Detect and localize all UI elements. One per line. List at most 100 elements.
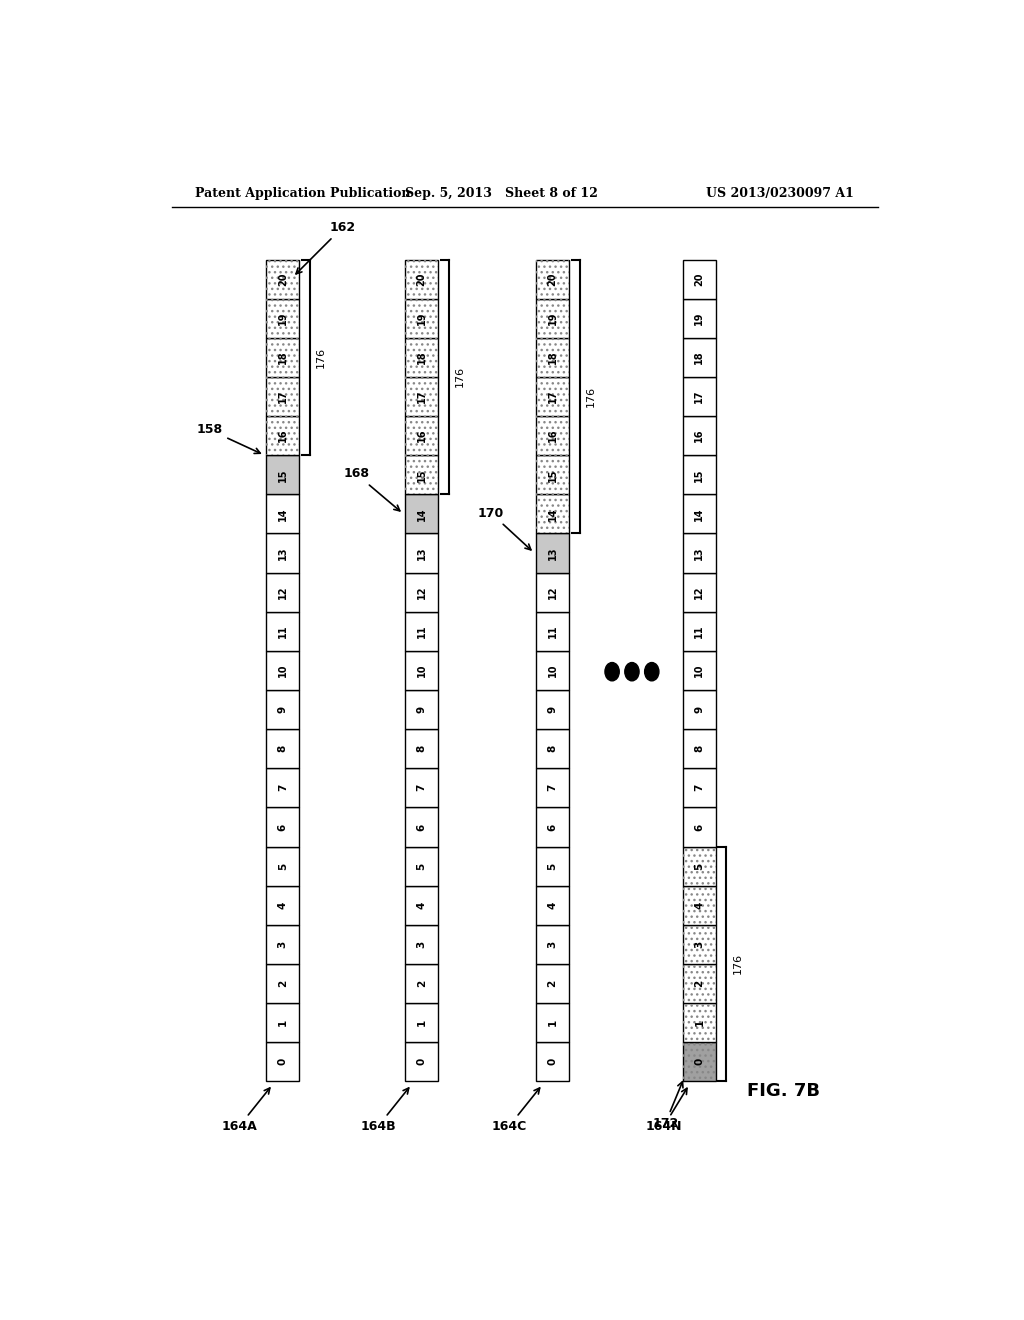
Text: 0: 0 [278, 1059, 288, 1065]
Text: 5: 5 [694, 862, 705, 870]
Bar [536, 808, 569, 846]
Bar [266, 925, 299, 964]
Bar [404, 455, 438, 494]
Text: 176: 176 [315, 347, 326, 368]
Bar [536, 611, 569, 651]
Bar [683, 494, 716, 533]
Text: 7: 7 [694, 784, 705, 792]
Text: 13: 13 [278, 546, 288, 560]
Text: 10: 10 [278, 664, 288, 677]
Text: 4: 4 [417, 902, 427, 909]
Text: 18: 18 [694, 351, 705, 364]
Text: 12: 12 [417, 585, 427, 599]
Bar [404, 378, 438, 416]
Text: 15: 15 [694, 469, 705, 482]
Text: 20: 20 [548, 272, 558, 286]
Text: 17: 17 [694, 389, 705, 403]
Text: 176: 176 [732, 953, 742, 974]
Text: 1: 1 [694, 1019, 705, 1026]
Bar [266, 494, 299, 533]
Text: 3: 3 [417, 941, 427, 948]
Text: 176: 176 [586, 385, 596, 407]
Bar [683, 1003, 716, 1043]
Text: 5: 5 [548, 862, 558, 870]
Bar [536, 886, 569, 925]
Text: 14: 14 [278, 507, 288, 520]
Text: 10: 10 [417, 664, 427, 677]
Bar [266, 690, 299, 729]
Bar [404, 416, 438, 455]
Bar [266, 338, 299, 378]
Bar [683, 416, 716, 455]
Bar [536, 338, 569, 378]
Bar [266, 1003, 299, 1043]
Text: 16: 16 [548, 429, 558, 442]
Bar [683, 298, 716, 338]
Bar [536, 768, 569, 808]
Text: 8: 8 [278, 744, 288, 752]
Text: 18: 18 [417, 351, 427, 364]
Text: 2: 2 [694, 979, 705, 987]
Text: 11: 11 [278, 624, 288, 638]
Bar [404, 494, 438, 533]
Text: Sep. 5, 2013   Sheet 8 of 12: Sep. 5, 2013 Sheet 8 of 12 [404, 187, 597, 201]
Bar [536, 964, 569, 1003]
Text: 14: 14 [417, 507, 427, 520]
Text: 17: 17 [278, 389, 288, 403]
Text: 8: 8 [694, 744, 705, 752]
Bar [404, 808, 438, 846]
Text: 9: 9 [278, 706, 288, 713]
Text: 19: 19 [548, 312, 558, 325]
Bar [266, 651, 299, 690]
Text: 15: 15 [417, 469, 427, 482]
Text: 14: 14 [694, 507, 705, 520]
Text: 164B: 164B [360, 1088, 409, 1133]
Text: 16: 16 [694, 429, 705, 442]
Bar [404, 298, 438, 338]
Text: 1: 1 [548, 1019, 558, 1026]
Bar [536, 260, 569, 298]
Text: 6: 6 [548, 824, 558, 830]
Bar [683, 846, 716, 886]
Bar [266, 846, 299, 886]
Text: 13: 13 [694, 546, 705, 560]
Text: 6: 6 [278, 824, 288, 830]
Text: 9: 9 [548, 706, 558, 713]
Text: 4: 4 [548, 902, 558, 909]
Text: 0: 0 [548, 1059, 558, 1065]
Text: 2: 2 [278, 979, 288, 987]
Text: 13: 13 [417, 546, 427, 560]
Bar [404, 573, 438, 611]
Bar [404, 964, 438, 1003]
Bar [683, 1043, 716, 1081]
Bar [683, 925, 716, 964]
Text: 5: 5 [278, 862, 288, 870]
Text: 1: 1 [278, 1019, 288, 1026]
Text: 5: 5 [417, 862, 427, 870]
Bar [404, 651, 438, 690]
Bar [404, 378, 438, 416]
Bar [266, 260, 299, 298]
Text: 170: 170 [478, 507, 530, 550]
Text: 13: 13 [548, 546, 558, 560]
Bar [404, 886, 438, 925]
Bar [536, 378, 569, 416]
Bar [683, 808, 716, 846]
Bar [536, 729, 569, 768]
Text: 164N: 164N [645, 1088, 687, 1133]
Bar [404, 298, 438, 338]
Bar [683, 768, 716, 808]
Bar [404, 260, 438, 298]
Bar [404, 416, 438, 455]
Text: 6: 6 [417, 824, 427, 830]
Bar [404, 533, 438, 573]
Text: 11: 11 [694, 624, 705, 638]
Bar [536, 846, 569, 886]
Text: 8: 8 [548, 744, 558, 752]
Text: 3: 3 [278, 941, 288, 948]
Bar [536, 690, 569, 729]
Bar [536, 260, 569, 298]
Bar [266, 964, 299, 1003]
Bar [683, 690, 716, 729]
Bar [404, 690, 438, 729]
